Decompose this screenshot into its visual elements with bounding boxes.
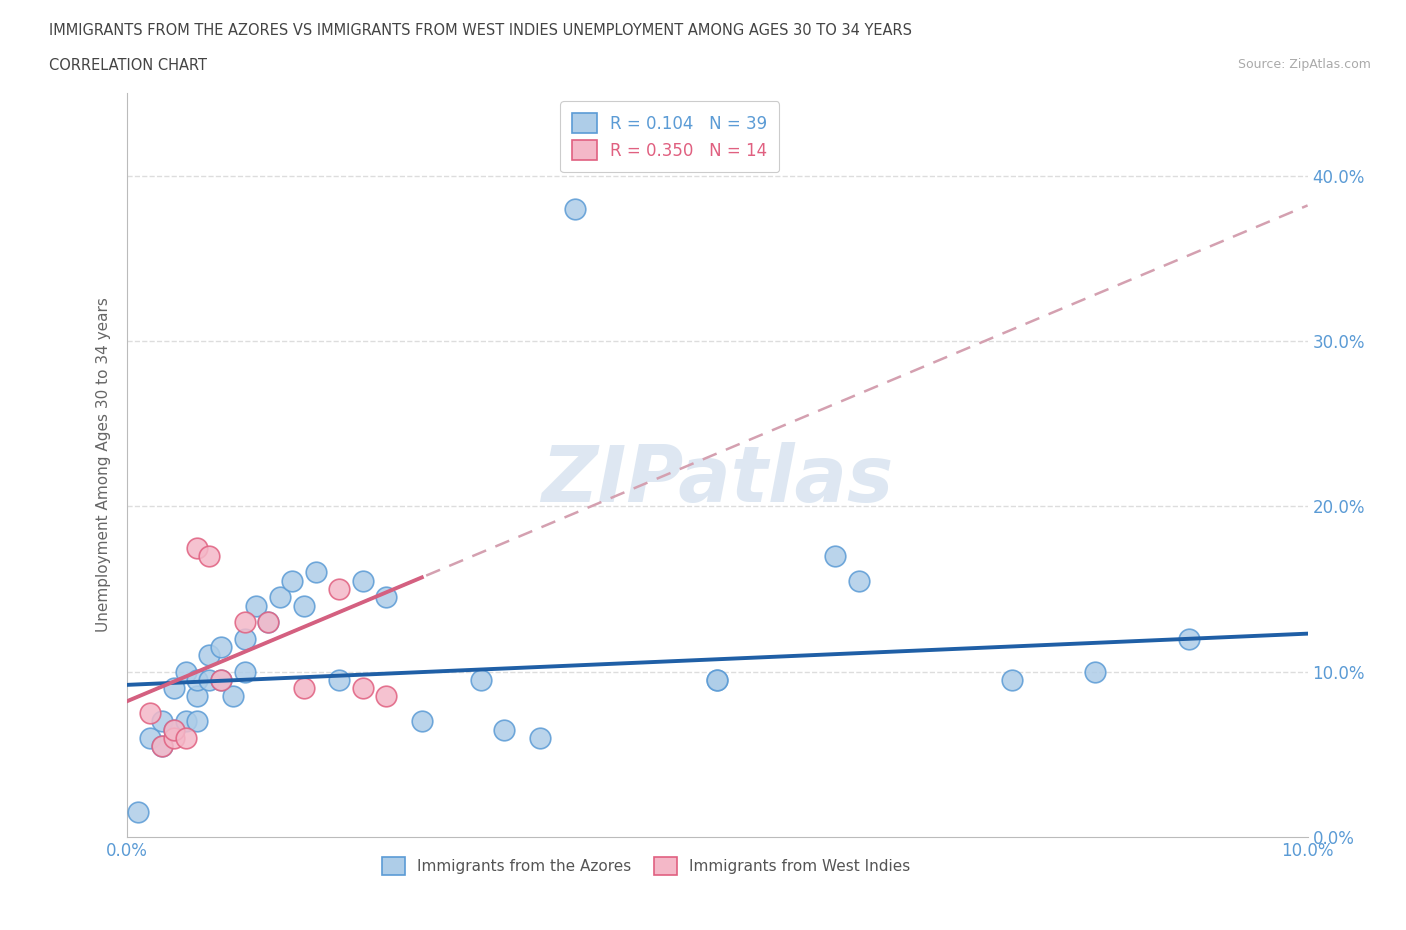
Point — [163, 722, 186, 737]
Text: ZIPatlas: ZIPatlas — [541, 442, 893, 518]
Point — [186, 540, 208, 555]
Point — [257, 615, 280, 630]
Text: IMMIGRANTS FROM THE AZORES VS IMMIGRANTS FROM WEST INDIES UNEMPLOYMENT AMONG AGE: IMMIGRANTS FROM THE AZORES VS IMMIGRANTS… — [49, 23, 912, 38]
Point — [174, 714, 197, 729]
Point — [470, 672, 492, 687]
Point — [328, 672, 350, 687]
Point — [375, 590, 398, 604]
Point — [352, 681, 374, 696]
Point — [198, 672, 221, 687]
Point — [127, 804, 149, 819]
Point — [209, 640, 232, 655]
Point — [494, 722, 516, 737]
Point — [186, 689, 208, 704]
Point — [209, 672, 232, 687]
Point — [186, 672, 208, 687]
Point — [233, 664, 256, 679]
Point — [564, 201, 586, 216]
Point — [233, 615, 256, 630]
Point — [1178, 631, 1201, 646]
Point — [163, 730, 186, 745]
Point — [245, 598, 267, 613]
Point — [198, 647, 221, 662]
Point — [150, 738, 173, 753]
Point — [824, 549, 846, 564]
Point — [233, 631, 256, 646]
Point — [1001, 672, 1024, 687]
Point — [163, 681, 186, 696]
Point — [375, 689, 398, 704]
Point — [209, 672, 232, 687]
Point — [257, 615, 280, 630]
Point — [222, 689, 245, 704]
Point — [150, 714, 173, 729]
Point — [292, 598, 315, 613]
Point — [198, 549, 221, 564]
Point — [529, 730, 551, 745]
Point — [328, 581, 350, 596]
Legend: Immigrants from the Azores, Immigrants from West Indies: Immigrants from the Azores, Immigrants f… — [375, 851, 917, 882]
Y-axis label: Unemployment Among Ages 30 to 34 years: Unemployment Among Ages 30 to 34 years — [96, 298, 111, 632]
Point — [706, 672, 728, 687]
Point — [139, 730, 162, 745]
Point — [186, 714, 208, 729]
Point — [174, 730, 197, 745]
Text: CORRELATION CHART: CORRELATION CHART — [49, 58, 207, 73]
Point — [304, 565, 326, 580]
Point — [706, 672, 728, 687]
Point — [150, 738, 173, 753]
Point — [848, 573, 870, 588]
Point — [174, 664, 197, 679]
Point — [163, 722, 186, 737]
Point — [139, 706, 162, 721]
Point — [269, 590, 291, 604]
Point — [292, 681, 315, 696]
Text: Source: ZipAtlas.com: Source: ZipAtlas.com — [1237, 58, 1371, 71]
Point — [411, 714, 433, 729]
Point — [1084, 664, 1107, 679]
Point — [352, 573, 374, 588]
Point — [281, 573, 304, 588]
